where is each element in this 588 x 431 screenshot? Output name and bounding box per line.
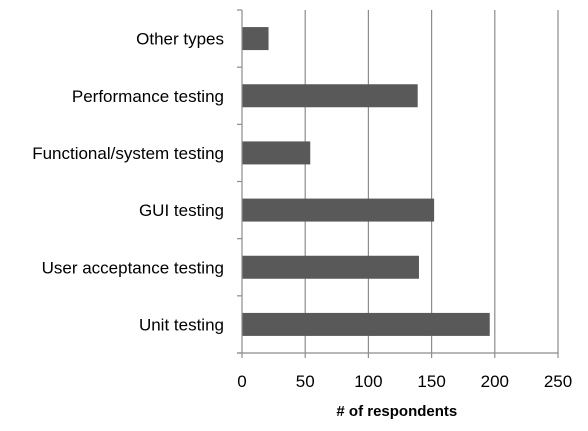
category-labels: Other types Performance testing Functional… (32, 30, 224, 335)
x-tick-label: 100 (354, 372, 382, 391)
category-label: Unit testing (139, 315, 224, 334)
category-label: Functional/system testing (32, 144, 224, 163)
bar-performance-testing (242, 84, 418, 108)
bar-functional-system-testing (242, 141, 311, 165)
category-label: Performance testing (72, 87, 224, 106)
bar-user-acceptance-testing (242, 255, 419, 279)
bar-gui-testing (242, 198, 435, 222)
x-tick-label: 150 (417, 372, 445, 391)
x-tick-label: 200 (481, 372, 509, 391)
x-tick-label: 0 (237, 372, 246, 391)
axes (237, 9, 559, 358)
category-label: Other types (136, 30, 224, 49)
x-tick-label: 250 (544, 372, 572, 391)
tick-labels: 0 50 100 150 200 250 (237, 372, 572, 391)
gridlines (304, 10, 559, 353)
x-tick-label: 50 (296, 372, 315, 391)
x-axis-title: # of respondents (336, 403, 457, 420)
category-label: User acceptance testing (42, 258, 224, 277)
bar-unit-testing (242, 312, 490, 336)
bars (242, 27, 490, 336)
bar-other-types (242, 27, 269, 51)
category-label: GUI testing (139, 201, 224, 220)
